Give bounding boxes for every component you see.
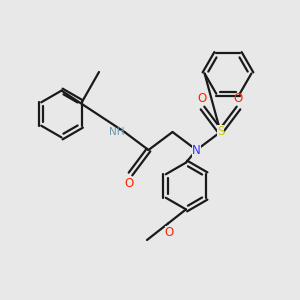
Text: NH: NH [109,127,124,137]
Text: S: S [217,125,224,138]
Text: O: O [165,226,174,239]
Text: O: O [124,177,134,190]
Text: O: O [198,92,207,105]
Text: O: O [234,92,243,105]
Text: N: N [192,143,201,157]
